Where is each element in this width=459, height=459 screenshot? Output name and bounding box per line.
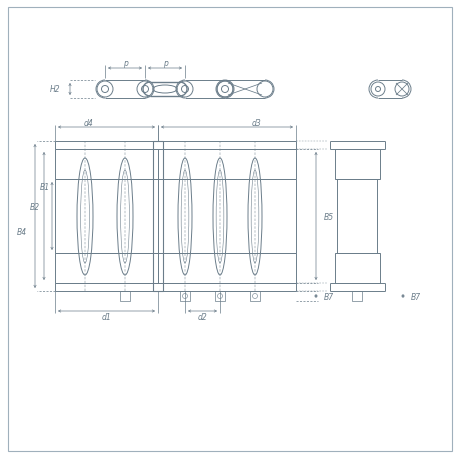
Text: p: p bbox=[122, 58, 127, 67]
Text: d4: d4 bbox=[84, 118, 93, 127]
Text: p: p bbox=[162, 58, 167, 67]
Text: B7: B7 bbox=[410, 292, 420, 301]
Text: B4: B4 bbox=[17, 228, 27, 236]
Text: B2: B2 bbox=[30, 202, 40, 212]
Text: d2: d2 bbox=[197, 313, 207, 322]
Text: d1: d1 bbox=[101, 313, 111, 322]
Text: d3: d3 bbox=[252, 118, 261, 127]
Text: H2: H2 bbox=[49, 85, 60, 94]
Text: B7: B7 bbox=[323, 292, 333, 301]
Text: B5: B5 bbox=[323, 213, 333, 222]
Bar bbox=[352, 291, 362, 302]
Text: B1: B1 bbox=[40, 183, 50, 191]
Bar bbox=[179, 291, 190, 302]
Bar bbox=[249, 291, 259, 302]
Bar bbox=[120, 291, 130, 302]
Bar bbox=[214, 291, 224, 302]
